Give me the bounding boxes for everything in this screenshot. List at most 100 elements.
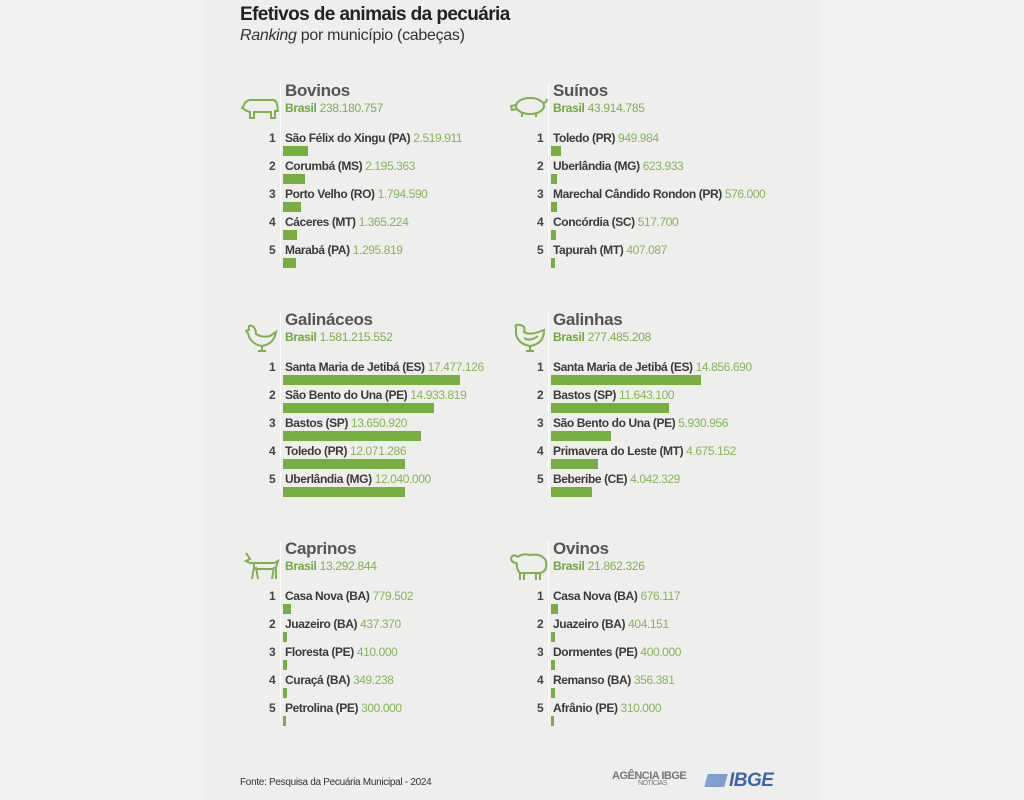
municipality-name: Cáceres (MT) 1.365.224 xyxy=(285,215,409,229)
page-subtitle: Ranking por município (cabeças) xyxy=(240,27,465,45)
subtitle-rest: por município (cabeças) xyxy=(296,27,465,44)
municipality-label: Curaçá (BA) xyxy=(285,673,350,687)
ranking-row: 4 Curaçá (BA) 349.238 xyxy=(265,673,525,701)
bar xyxy=(551,431,611,441)
value-label: 300.000 xyxy=(361,701,402,715)
brasil-label: Brasil xyxy=(553,101,585,115)
bar xyxy=(283,632,287,642)
ranking-row: 5 Afrânio (PE) 310.000 xyxy=(533,701,793,729)
ranking-row: 1 Santa Maria de Jetibá (ES) 17.477.126 xyxy=(265,360,525,388)
rank-number: 2 xyxy=(269,388,276,402)
cow-icon xyxy=(240,98,280,119)
municipality-name: Floresta (PE) 410.000 xyxy=(285,645,398,659)
rank-number: 5 xyxy=(537,472,544,486)
municipality-name: Casa Nova (BA) 779.502 xyxy=(285,589,413,603)
brasil-label: Brasil xyxy=(553,330,585,344)
value-label: 949.984 xyxy=(618,131,659,145)
municipality-name: Toledo (PR) 12.071.286 xyxy=(285,444,407,458)
value-label: 4.042.329 xyxy=(630,472,680,486)
value-label: 779.502 xyxy=(372,589,414,603)
section-title: Caprinos xyxy=(285,539,357,558)
ranking-row: 3 Floresta (PE) 410.000 xyxy=(265,645,525,673)
brasil-label: Brasil xyxy=(285,330,317,344)
rank-number: 5 xyxy=(537,701,544,715)
bar xyxy=(283,660,287,670)
rank-number: 5 xyxy=(269,701,276,715)
bar xyxy=(283,716,286,726)
municipality-label: Toledo (PR) xyxy=(553,131,616,145)
bar xyxy=(551,459,598,469)
value-label: 676.117 xyxy=(640,589,681,603)
value-label: 400.000 xyxy=(640,645,681,659)
ranking-row: 5 Petrolina (PE) 300.000 xyxy=(265,701,525,729)
municipality-name: Toledo (PR) 949.984 xyxy=(553,131,659,145)
ranking-row: 3 Bastos (SP) 13.650.920 xyxy=(265,416,525,444)
hen-icon xyxy=(514,323,546,352)
rank-number: 2 xyxy=(269,617,276,631)
brasil-label: Brasil xyxy=(285,101,317,115)
value-label: 437.370 xyxy=(360,617,401,631)
rank-number: 5 xyxy=(269,243,276,257)
value-label: 517.700 xyxy=(637,215,679,229)
brasil-value: 43.914.785 xyxy=(587,101,645,115)
ranking-row: 2 Juazeiro (BA) 437.370 xyxy=(265,617,525,645)
bar xyxy=(551,174,557,184)
municipality-label: Porto Velho (RO) xyxy=(285,187,375,201)
rank-number: 1 xyxy=(537,589,544,603)
ranking-row: 3 Dormentes (PE) 400.000 xyxy=(533,645,793,673)
ranking-row: 2 Juazeiro (BA) 404.151 xyxy=(533,617,793,645)
municipality-label: Beberibe (CE) xyxy=(553,472,628,486)
rank-number: 4 xyxy=(269,673,276,687)
bar xyxy=(283,459,405,469)
municipality-name: São Bento do Una (PE) 14.933.819 xyxy=(285,388,467,402)
municipality-label: Dormentes (PE) xyxy=(553,645,638,659)
municipality-label: Concórdia (SC) xyxy=(553,215,635,229)
section-title: Suínos xyxy=(553,81,608,100)
municipality-name: São Félix do Xingu (PA) 2.519.911 xyxy=(285,131,463,145)
bar xyxy=(283,230,297,240)
municipality-name: Marabá (PA) 1.295.819 xyxy=(285,243,403,257)
value-label: 13.650.920 xyxy=(350,416,408,430)
brasil-value: 277.485.208 xyxy=(587,330,652,344)
brasil-total: Brasil 43.914.785 xyxy=(553,101,645,115)
municipality-label: Cáceres (MT) xyxy=(285,215,356,229)
agencia-ibge-logo: AGÊNCIA IBGE NOTÍCIAS xyxy=(612,770,687,787)
subtitle-italic: Ranking xyxy=(240,27,297,44)
municipality-name: Tapurah (MT) 407.087 xyxy=(553,243,667,257)
municipality-name: Corumbá (MS) 2.195.363 xyxy=(285,159,415,173)
bar xyxy=(283,431,421,441)
rank-number: 4 xyxy=(537,444,544,458)
ranking-row: 1 Casa Nova (BA) 676.117 xyxy=(533,589,793,617)
ranking-row: 2 São Bento do Una (PE) 14.933.819 xyxy=(265,388,525,416)
agencia-label: AGÊNCIA IBGE xyxy=(612,770,687,782)
brasil-total: Brasil 13.292.844 xyxy=(285,559,377,573)
value-label: 410.000 xyxy=(356,645,398,659)
rank-number: 5 xyxy=(537,243,544,257)
section-title: Galináceos xyxy=(285,310,373,329)
rank-number: 4 xyxy=(269,444,276,458)
rank-number: 3 xyxy=(537,187,544,201)
municipality-name: Santa Maria de Jetibá (ES) 17.477.126 xyxy=(285,360,484,374)
bar xyxy=(551,632,555,642)
rank-number: 1 xyxy=(537,131,544,145)
value-label: 407.087 xyxy=(626,243,667,257)
rooster-icon xyxy=(245,324,278,352)
value-label: 12.071.286 xyxy=(350,444,407,458)
municipality-name: Bastos (SP) 13.650.920 xyxy=(285,416,407,430)
municipality-label: Uberlândia (MG) xyxy=(553,159,640,173)
municipality-label: Bastos (SP) xyxy=(285,416,348,430)
agencia-sub: NOTÍCIAS xyxy=(638,780,668,787)
ranking-row: 4 Concórdia (SC) 517.700 xyxy=(533,215,793,243)
value-label: 14.933.819 xyxy=(410,388,467,402)
municipality-name: São Bento do Una (PE) 5.930.956 xyxy=(553,416,728,430)
municipality-label: Uberlândia (MG) xyxy=(285,472,372,486)
ranking-row: 3 Porto Velho (RO) 1.794.590 xyxy=(265,187,525,215)
rank-number: 2 xyxy=(537,159,544,173)
bar xyxy=(551,258,555,268)
brasil-value: 1.581.215.552 xyxy=(319,330,393,344)
value-label: 1.794.590 xyxy=(377,187,428,201)
brasil-total: Brasil 238.180.757 xyxy=(285,101,383,115)
municipality-label: Santa Maria de Jetibá (ES) xyxy=(285,360,425,374)
rank-number: 1 xyxy=(269,131,276,145)
municipality-name: Primavera do Leste (MT) 4.675.152 xyxy=(553,444,736,458)
